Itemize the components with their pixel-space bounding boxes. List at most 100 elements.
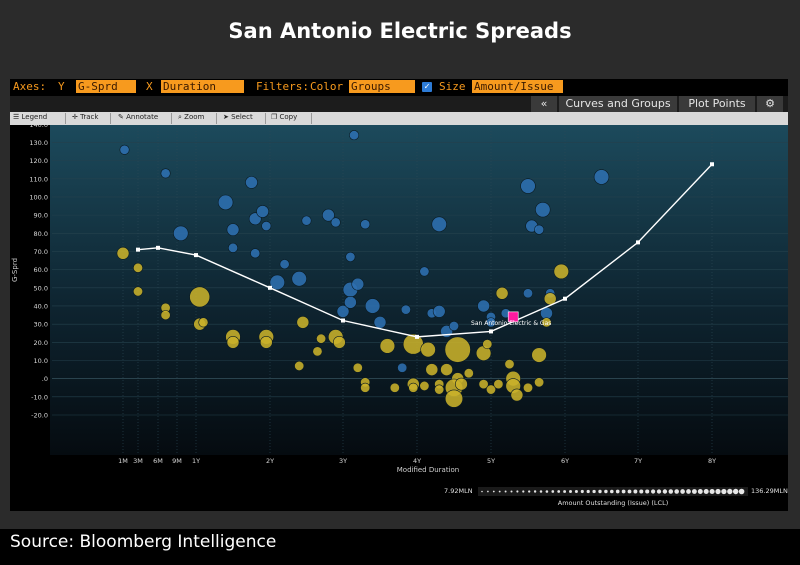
size-legend-dot — [522, 490, 525, 493]
plot-points-button[interactable]: Plot Points — [679, 96, 755, 112]
blue-bubble — [520, 178, 536, 194]
y-tick-label: 100.0 — [29, 193, 48, 201]
yellow-bubble — [352, 362, 363, 373]
size-legend-dot — [545, 490, 549, 493]
axes-label: Axes: — [13, 80, 47, 93]
y-tick-label: 10.0 — [34, 357, 48, 365]
y-tick-label: 70.0 — [34, 248, 48, 256]
y-axis-label: Y — [58, 80, 65, 93]
highlight-marker — [507, 311, 519, 323]
yellow-bubble — [419, 380, 430, 391]
y-axis-title: G-Sprd — [11, 258, 19, 282]
size-legend-dot — [487, 490, 489, 493]
yellow-bubble — [522, 382, 533, 393]
select-tool[interactable]: ➤ Select — [223, 113, 253, 121]
blue-bubble — [351, 277, 365, 291]
x-axis-ticks: 1M 3M 6M 9M 1Y 2Y 3Y 4Y 5Y 6Y 7Y 8Y — [118, 457, 716, 465]
yellow-bubble — [553, 263, 569, 280]
blue-bubble — [279, 259, 290, 270]
y-tick-label: 90.0 — [34, 212, 48, 220]
legend-tool[interactable]: ☰ Legend — [13, 113, 47, 121]
zoom-tool[interactable]: ⌕ Zoom — [178, 113, 204, 122]
blue-bubble — [522, 288, 533, 299]
size-legend-dot — [528, 490, 531, 493]
color-field[interactable]: Groups — [349, 80, 415, 93]
collapse-button[interactable]: « — [531, 96, 557, 112]
y-tick-label: 130.0 — [29, 139, 48, 147]
blue-bubble — [477, 299, 490, 313]
yellow-bubble — [316, 333, 327, 344]
size-field[interactable]: Amount/Issue — [472, 80, 563, 93]
yellow-bubble — [531, 347, 547, 363]
scatter-chart[interactable]: -20.0 -10.0 .0 10.0 20.0 30.0 40.0 50.0 60.0 70.0… — [10, 125, 788, 511]
toolbar-divider — [265, 113, 266, 124]
zoom-tool-label: Zoom — [184, 113, 205, 121]
size-legend-dots — [481, 488, 745, 495]
size-legend-dot — [645, 489, 650, 494]
size-legend-dot — [721, 488, 727, 495]
yellow-bubble — [485, 384, 496, 395]
blue-bubble — [250, 248, 261, 259]
size-legend-dot — [504, 490, 507, 493]
y-tick-label: 110.0 — [29, 175, 48, 183]
size-legend-dot — [738, 488, 745, 495]
size-legend-dot — [563, 490, 567, 493]
blue-bubble — [448, 320, 459, 331]
size-legend-dot — [569, 490, 572, 493]
size-legend-dot — [498, 490, 501, 493]
size-legend-dot — [510, 490, 513, 493]
settings-button[interactable]: ⚙ — [757, 96, 783, 112]
yellow-bubble — [440, 363, 453, 376]
size-legend-dot — [533, 490, 537, 493]
blue-bubble — [336, 305, 350, 318]
source-note: Source: Bloomberg Intelligence — [10, 532, 277, 552]
blue-bubble — [330, 217, 341, 228]
size-legend-dot — [732, 488, 739, 495]
fitted-curve-line — [137, 163, 713, 338]
yellow-bubble — [510, 388, 524, 402]
blue-bubble — [269, 274, 285, 291]
chart-panel: Axes: Y G-Sprd X Duration Filters: Color… — [10, 79, 788, 511]
size-legend-dot — [727, 488, 733, 495]
yellow-bubble — [434, 384, 445, 395]
x-axis-title: Modified Duration — [397, 466, 460, 474]
y-axis-field[interactable]: G-Sprd — [76, 80, 136, 93]
blue-bubble — [256, 205, 269, 218]
size-legend-dot — [709, 488, 715, 495]
yellow-bubble — [198, 317, 209, 328]
size-legend-dot — [668, 489, 674, 494]
x-axis-field[interactable]: Duration — [161, 80, 244, 93]
curves-and-groups-button[interactable]: Curves and Groups — [559, 96, 677, 112]
size-legend-dot — [691, 489, 697, 494]
size-checkbox[interactable]: ✓ — [422, 82, 432, 92]
gear-icon: ⚙ — [765, 97, 775, 110]
x-tick-label: 7Y — [634, 457, 642, 465]
blue-bubble — [228, 242, 239, 253]
size-legend-dot — [557, 490, 561, 493]
curve-point — [341, 318, 345, 323]
size-legend-dot — [627, 489, 632, 494]
y-tick-label: -10.0 — [31, 393, 48, 401]
y-tick-label: 80.0 — [34, 230, 48, 238]
blue-bubble — [535, 201, 551, 218]
size-legend: 7.92MLN 136.29MLN Amount Outstanding (Is… — [444, 487, 788, 507]
yellow-bubble — [504, 359, 515, 370]
blue-bubble — [534, 224, 545, 235]
track-tool[interactable]: ✛ Track — [72, 113, 98, 121]
pencil-icon: ✎ — [118, 113, 124, 121]
annotate-tool[interactable]: ✎ Annotate — [118, 113, 158, 121]
blue-bubble — [245, 176, 258, 189]
toolbar-divider — [110, 113, 111, 124]
size-legend-dot — [674, 489, 679, 494]
size-legend-dot — [516, 490, 519, 493]
copy-tool[interactable]: ❐ Copy — [271, 113, 297, 121]
size-legend-dot — [610, 489, 614, 494]
x-tick-label: 2Y — [266, 457, 274, 465]
x-tick-label: 9M — [172, 457, 182, 465]
yellow-bubble — [389, 382, 400, 393]
x-tick-label: 3M — [133, 457, 143, 465]
y-tick-label: 40.0 — [34, 302, 48, 310]
plot-area — [50, 125, 788, 455]
axes-filter-bar: Axes: Y G-Sprd X Duration Filters: Color… — [10, 79, 788, 95]
yellow-bubble — [133, 262, 144, 273]
